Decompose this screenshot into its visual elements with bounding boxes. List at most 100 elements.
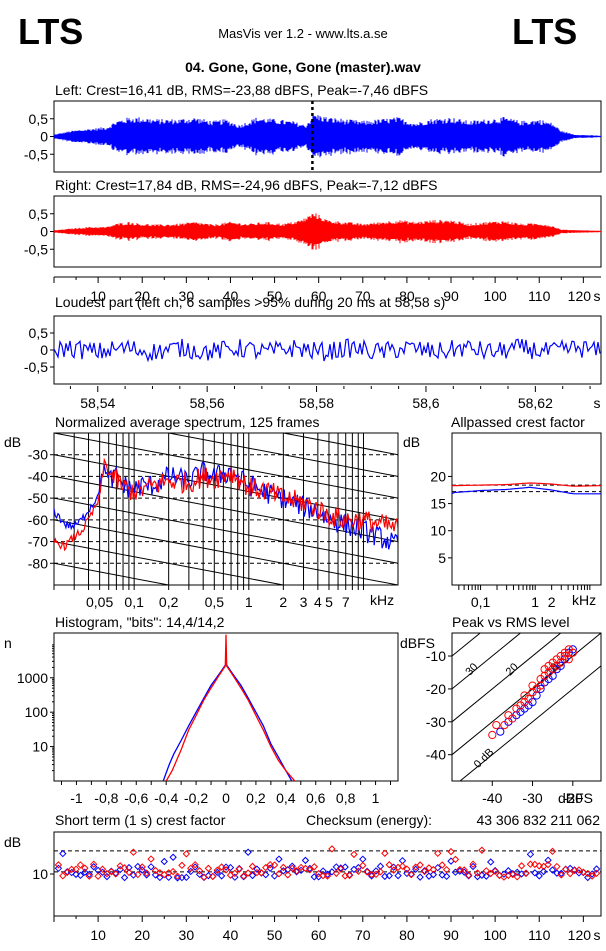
- loudest-part-xtick-label: 58,6: [412, 395, 439, 411]
- short-term-crest-point: [244, 869, 252, 877]
- peak-rms-point: [564, 655, 573, 664]
- short-term-crest-point: [584, 869, 592, 878]
- allpassed-crest-ytick-label: 10: [430, 523, 446, 539]
- short-term-crest-point: [566, 864, 574, 873]
- short-term-crest-point: [72, 870, 80, 879]
- short-term-crest-point: [209, 872, 217, 881]
- short-term-crest-point: [301, 864, 310, 873]
- short-term-crest-point: [420, 867, 429, 876]
- short-term-crest-point: [134, 862, 142, 871]
- peak-rms-point: [556, 658, 565, 667]
- average-spectrum-ytick-label: -70: [28, 534, 48, 550]
- short-term-crest-point: [288, 862, 296, 870]
- short-term-crest-point: [253, 865, 261, 873]
- histogram-ylabel: n: [4, 635, 12, 651]
- short-term-crest-point: [129, 848, 138, 856]
- short-term-crest-point: [173, 872, 182, 880]
- short-term-crest-point: [262, 863, 270, 872]
- short-term-crest-point: [447, 847, 455, 856]
- peak-rms-xlabel: dBFS: [558, 790, 593, 806]
- loudest-part-waveform: [54, 338, 601, 363]
- short-term-crest-point: [509, 870, 517, 879]
- short-term-crest-point: [178, 861, 186, 870]
- short-term-crest-point: [142, 869, 151, 877]
- short-term-crest-point: [531, 869, 539, 877]
- average-spectrum-ytick-label: -80: [28, 555, 48, 571]
- short-term-crest-point: [434, 863, 442, 872]
- short-term-crest-point: [310, 863, 318, 871]
- average-spectrum-series-left: [54, 461, 398, 550]
- short-term-crest-plot: [54, 845, 601, 882]
- peak-rms-point: [492, 721, 501, 730]
- peak-rms-point: [536, 684, 545, 694]
- short-term-ylabel: dB: [4, 834, 21, 850]
- short-term-crest-point: [195, 867, 204, 875]
- short-term-xtick-label: 50: [267, 927, 283, 943]
- short-term-crest-point: [279, 863, 288, 872]
- short-term-crest-point: [531, 860, 539, 869]
- short-term-crest-point: [332, 869, 341, 877]
- short-term-crest-point: [187, 867, 195, 876]
- short-term-crest-point: [89, 860, 98, 868]
- average-spectrum-xtick-label: 2: [279, 594, 287, 610]
- histogram-series-left: [162, 662, 293, 781]
- short-term-crest-point: [156, 869, 164, 877]
- short-term-crest-point: [328, 845, 336, 853]
- short-term-crest-point: [513, 873, 521, 881]
- histogram-xtick-label: 0,2: [246, 790, 266, 806]
- left-waveform-title: Left: Crest=16,41 dB, RMS=-23,88 dBFS, P…: [55, 82, 428, 98]
- time-axis-label: 40: [223, 288, 239, 304]
- short-term-crest-point: [98, 868, 107, 876]
- average-spectrum-slope-line: [54, 497, 398, 564]
- short-term-crest-point: [301, 856, 310, 865]
- short-term-crest-point: [222, 866, 230, 874]
- average-spectrum-xtick-label: 4: [314, 594, 322, 610]
- short-term-crest-point: [381, 849, 389, 857]
- short-term-crest-point: [385, 861, 393, 869]
- short-term-crest-point: [438, 861, 446, 869]
- loudest-part-xtick-label: 58,56: [190, 395, 225, 411]
- time-axis-label: 30: [179, 288, 195, 304]
- peak-rms-point: [500, 721, 509, 730]
- short-term-crest-point: [125, 868, 133, 877]
- peak-vs-rms-xtick-label: -40: [482, 790, 502, 806]
- short-term-crest-point: [553, 862, 561, 871]
- short-term-crest-point: [76, 861, 85, 869]
- short-term-crest-point: [460, 866, 468, 874]
- time-axis-label: 10: [90, 288, 106, 304]
- short-term-crest-point: [522, 869, 530, 878]
- short-term-crest-point: [363, 868, 371, 876]
- short-term-crest-point: [248, 871, 257, 880]
- short-term-crest-point: [425, 864, 433, 872]
- average-spectrum-xtick-label: 3: [300, 594, 308, 610]
- short-term-crest-point: [359, 855, 367, 863]
- crest-line-10: [452, 633, 601, 756]
- allpassed-crest-series-right: [452, 482, 601, 487]
- peak-vs-rms-ytick-label: -30: [426, 714, 446, 730]
- right-waveform-title: Right: Crest=17,84 dB, RMS=-24,96 dBFS, …: [55, 177, 437, 193]
- short-term-crest-point: [504, 867, 513, 875]
- peak-rms-point: [488, 730, 497, 740]
- short-term-crest-point: [204, 864, 213, 873]
- average-spectrum-xtick-label: 0,2: [159, 594, 179, 610]
- short-term-crest-point: [138, 866, 146, 874]
- short-term-xtick-label: 60: [311, 927, 327, 943]
- short-term-crest-point: [94, 872, 102, 880]
- short-term-crest-point: [535, 862, 543, 870]
- short-term-crest-point: [526, 850, 535, 859]
- short-term-crest-point: [548, 866, 557, 874]
- right-waveform-ytick-label: -0,5: [24, 241, 48, 257]
- peak-rms-point: [556, 661, 565, 671]
- average-spectrum-plot: [54, 433, 398, 759]
- average-spectrum-slope-line: [54, 541, 287, 585]
- average-spectrum-slope-line: [54, 694, 398, 759]
- short-term-crest-point: [244, 848, 252, 856]
- time-axis-label: 70: [355, 288, 371, 304]
- histogram-title: Histogram, "bits": 14,4/14,2: [55, 614, 225, 630]
- short-term-crest-point: [138, 863, 146, 871]
- short-term-crest-point: [191, 860, 199, 869]
- allpassed-crest-xtick-label: 0,1: [471, 594, 491, 610]
- short-term-crest-point: [544, 860, 552, 869]
- short-term-crest-point: [394, 871, 402, 880]
- short-term-crest-point: [120, 873, 129, 882]
